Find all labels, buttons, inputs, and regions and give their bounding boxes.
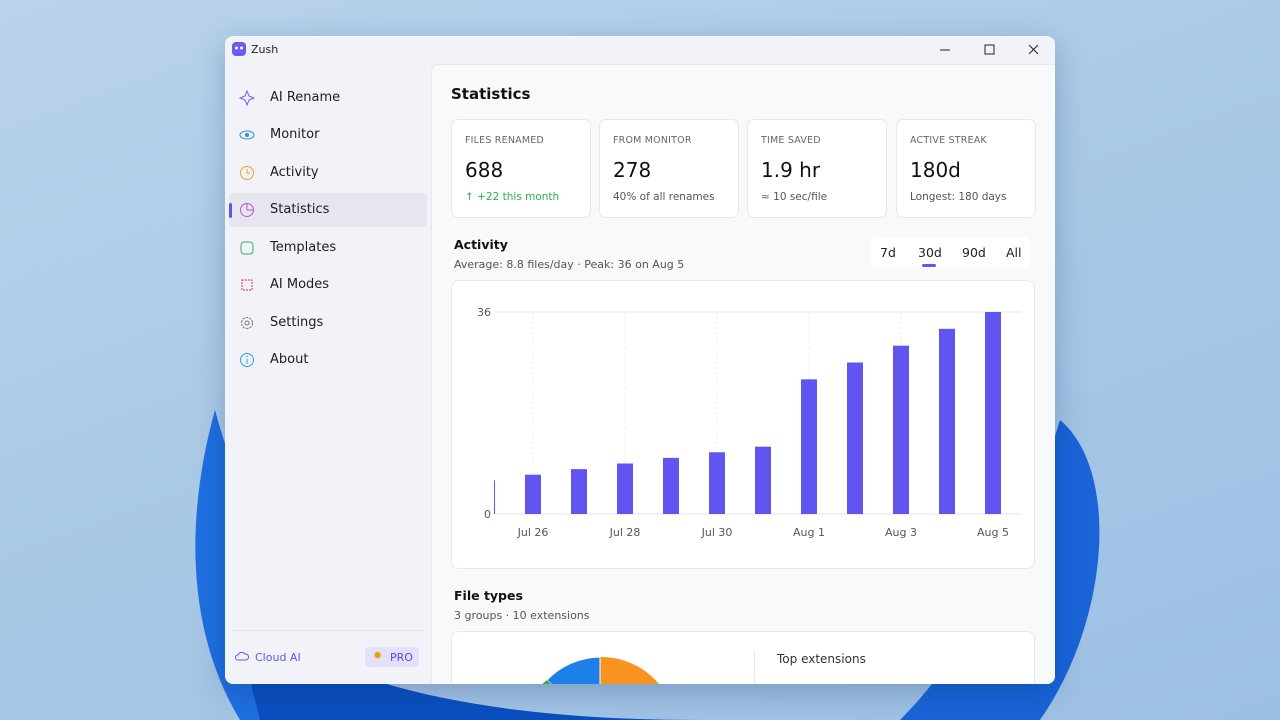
- stat-label: FILES RENAMED: [465, 135, 544, 146]
- nav-label: AI Modes: [270, 277, 330, 292]
- pie-preview: [542, 656, 659, 684]
- bar: [494, 480, 495, 514]
- nav-item[interactable]: AI Modes: [229, 268, 427, 302]
- x-tick-label: Aug 1: [793, 526, 825, 539]
- stat-card: FILES RENAMED 688 ↑ +22 this month: [451, 119, 591, 218]
- bar: [985, 312, 1001, 514]
- range-tab[interactable]: 90d: [962, 245, 986, 260]
- nav-item[interactable]: AI Rename: [229, 81, 427, 115]
- stat-value: 180d: [910, 158, 961, 182]
- nav-label: Activity: [270, 165, 319, 180]
- range-tab[interactable]: All: [1006, 245, 1022, 260]
- stat-value: 688: [465, 158, 504, 182]
- nav-item[interactable]: Templates: [229, 231, 427, 265]
- stat-value: 1.9 hr: [761, 158, 821, 182]
- pro-badge[interactable]: ✹ PRO: [365, 647, 419, 667]
- nav-label: About: [270, 352, 309, 367]
- stat-note: Longest: 180 days: [910, 191, 1007, 203]
- x-tick-label: Jul 26: [517, 526, 549, 539]
- stat-label: FROM MONITOR: [613, 135, 692, 146]
- nav-label: AI Rename: [270, 90, 341, 105]
- content: Statistics FILES RENAMED 688 ↑ +22 this mo…: [431, 64, 1055, 684]
- section-title: File types: [454, 588, 523, 603]
- x-tick-label: Jul 28: [609, 526, 641, 539]
- file-types-card: Top extensions: [451, 631, 1035, 684]
- x-tick-label: Aug 5: [977, 526, 1009, 539]
- bar: [755, 446, 771, 514]
- bar: [939, 328, 955, 514]
- stat-note: 40% of all renames: [613, 191, 715, 203]
- nav-item-selected[interactable]: Statistics: [229, 193, 427, 227]
- bar: [847, 362, 863, 514]
- stat-card: FROM MONITOR 278 40% of all renames: [599, 119, 739, 218]
- nav-item[interactable]: Monitor: [229, 118, 427, 152]
- nav-item[interactable]: About: [229, 343, 427, 377]
- cloud-icon: [235, 651, 249, 661]
- bar: [893, 345, 909, 514]
- bar: [525, 474, 541, 514]
- x-tick-label: Jul 30: [701, 526, 733, 539]
- bar: [801, 379, 817, 514]
- divider: [754, 650, 755, 684]
- stat-value: 278: [613, 158, 652, 182]
- window-controls[interactable]: [925, 40, 1055, 60]
- range-tab[interactable]: 7d: [880, 245, 896, 260]
- stat-label: TIME SAVED: [761, 135, 821, 146]
- stat-card: TIME SAVED 1.9 hr ≈ 10 sec/file: [747, 119, 887, 218]
- window-title: Zush: [251, 43, 279, 56]
- y-tick-label: 36: [477, 306, 491, 319]
- page-title: Statistics: [451, 85, 531, 103]
- section-subtitle: Average: 8.8 files/day · Peak: 36 on Aug…: [454, 258, 685, 271]
- range-tab-selected[interactable]: 30d: [918, 245, 942, 260]
- nav-item[interactable]: Settings: [229, 306, 427, 340]
- stat-card: ACTIVE STREAK 180d Longest: 180 days: [896, 119, 1036, 218]
- nav-label: Settings: [270, 315, 324, 330]
- chart-card: 0 36 Jul 26 Jul 28 Jul 30 Aug 1 Aug 3 Aug 5: [451, 280, 1035, 569]
- section-subtitle: 3 groups · 10 extensions: [454, 609, 590, 622]
- cloud-ai[interactable]: Cloud AI: [255, 651, 301, 664]
- stat-note: ↑ +22 this month: [465, 191, 560, 203]
- y-tick-label: 0: [484, 508, 491, 521]
- pro-label: PRO: [390, 651, 413, 664]
- nav-label: Templates: [270, 240, 337, 255]
- nav-label: Monitor: [270, 127, 320, 142]
- bar: [663, 457, 679, 514]
- app-window: Zush AI Rename Monitor Activity Statisti…: [225, 36, 1055, 684]
- bar: [571, 469, 587, 514]
- nav-label: Statistics: [270, 202, 330, 217]
- divider: [233, 630, 423, 631]
- stat-label: ACTIVE STREAK: [910, 135, 987, 146]
- bar: [709, 452, 725, 514]
- top-extensions: Top extensions: [777, 652, 866, 666]
- stat-note: ≈ 10 sec/file: [761, 191, 828, 203]
- bar: [617, 463, 633, 514]
- nav-item[interactable]: Activity: [229, 156, 427, 190]
- section-title: Activity: [454, 237, 508, 252]
- tab-indicator: [922, 264, 936, 267]
- chart: 0 36 Jul 26 Jul 28 Jul 30 Aug 1 Aug 3 Aug 5: [477, 306, 1021, 539]
- bars: [494, 312, 1001, 514]
- app-icon: [232, 42, 246, 56]
- x-tick-label: Aug 3: [885, 526, 917, 539]
- range-tabs: 7d 30d 90d All: [871, 237, 1031, 268]
